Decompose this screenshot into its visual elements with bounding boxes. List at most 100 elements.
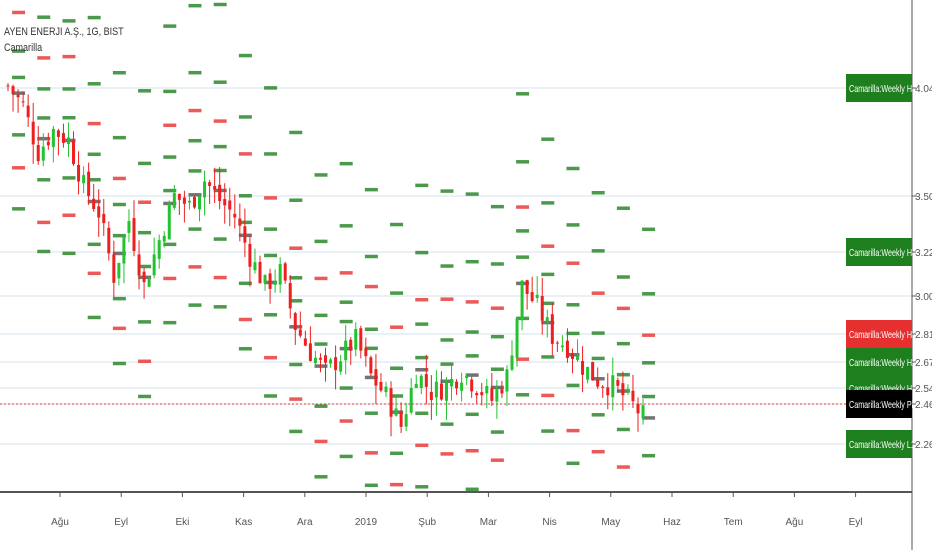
camarilla-dash [364, 451, 378, 455]
candle-body [555, 342, 559, 344]
x-tick-label: May [601, 517, 620, 528]
candle-body [495, 389, 499, 402]
camarilla-dash [264, 86, 278, 90]
camarilla-dash [364, 254, 378, 259]
camarilla-dash [390, 394, 404, 398]
level-tag-label: Camarilla:Weekly H5 [849, 83, 916, 94]
candle-body [283, 263, 287, 281]
camarilla-dash [440, 264, 454, 268]
candle-body [565, 340, 569, 358]
x-tick-label: Eyl [114, 517, 128, 528]
camarilla-dash [37, 87, 51, 91]
camarilla-dash [415, 250, 429, 255]
candle-body [208, 182, 212, 186]
camarilla-dash [591, 356, 605, 361]
candle-body [475, 393, 479, 396]
camarilla-dash [566, 166, 580, 171]
candle-body [339, 361, 343, 372]
camarilla-dash [440, 362, 454, 366]
candle-body [510, 355, 514, 370]
candle-body [263, 274, 267, 284]
camarilla-dash [490, 204, 504, 209]
candle-body [540, 295, 544, 321]
candle-body [313, 357, 317, 364]
camarilla-dash [62, 19, 76, 23]
candle-body [31, 121, 35, 145]
camarilla-dash [264, 227, 278, 231]
candle-body [419, 375, 423, 389]
candle-body [414, 383, 418, 389]
candle-body [591, 361, 595, 381]
camarilla-dash [541, 301, 555, 306]
candle-body [6, 85, 10, 87]
camarilla-dash [12, 133, 26, 137]
candle-body [576, 356, 580, 360]
camarilla-dash [138, 200, 152, 204]
x-tick-label: Kas [235, 517, 252, 528]
camarilla-dash [642, 394, 656, 399]
camarilla-dash [264, 355, 278, 360]
candle-body [177, 193, 181, 200]
candles [6, 83, 645, 437]
candle-body [545, 317, 549, 322]
camarilla-dash [566, 303, 580, 307]
camarilla-dash [112, 251, 126, 256]
candle-body [21, 101, 25, 103]
candle-body [359, 328, 363, 351]
candle-body [439, 383, 443, 400]
camarilla-dash [238, 53, 252, 58]
camarilla-dash [62, 115, 76, 120]
level-tag-value: 2.26 [915, 440, 932, 451]
camarilla-dash [591, 249, 605, 253]
camarilla-dash [516, 255, 530, 259]
candle-body [298, 329, 302, 336]
camarilla-dash [415, 355, 429, 360]
candle-body [505, 369, 509, 392]
camarilla-dash [415, 443, 429, 448]
candle-body [162, 235, 166, 242]
candle-body [167, 203, 171, 240]
candle-body [82, 175, 86, 184]
camarilla-dash [516, 205, 530, 209]
camarilla-dash [440, 452, 454, 456]
candle-body [520, 280, 524, 321]
camarilla-dash [364, 346, 378, 351]
camarilla-dash [465, 300, 479, 304]
camarilla-dash [138, 161, 152, 166]
candle-body [268, 273, 272, 289]
camarilla-dash [238, 194, 252, 198]
level-tag-label: Camarilla:Weekly H3 [849, 329, 916, 340]
candle-body [112, 254, 116, 283]
candle-body [349, 339, 353, 351]
camarilla-dash [37, 15, 51, 19]
camarilla-dash [163, 320, 177, 325]
candle-body [601, 386, 605, 388]
camarilla-dash [112, 361, 126, 366]
camarilla-dash [541, 355, 555, 359]
level-tag-label: Camarilla:Weekly H1 [849, 383, 916, 394]
camarilla-dash [138, 320, 152, 324]
camarilla-dash [112, 233, 126, 238]
candle-body [288, 283, 292, 309]
camarilla-dash [642, 333, 656, 337]
camarilla-dash [289, 362, 303, 367]
candle-body [122, 236, 126, 264]
camarilla-dash [314, 313, 328, 318]
camarilla-dash [62, 87, 76, 91]
candle-body [77, 164, 81, 182]
candle-body [631, 390, 635, 402]
camarilla-dash [642, 292, 656, 296]
x-tick-label: Mar [480, 517, 498, 528]
camarilla-dash [188, 265, 202, 269]
camarilla-dash [62, 54, 76, 59]
camarilla-dash [12, 207, 26, 211]
candle-body [16, 94, 20, 98]
candle-body [470, 379, 474, 392]
camarilla-dash [314, 404, 328, 408]
camarilla-dash [364, 411, 378, 415]
candle-body [308, 343, 312, 361]
x-tick-label: Ağu [786, 517, 804, 528]
camarilla-dash [566, 383, 580, 388]
